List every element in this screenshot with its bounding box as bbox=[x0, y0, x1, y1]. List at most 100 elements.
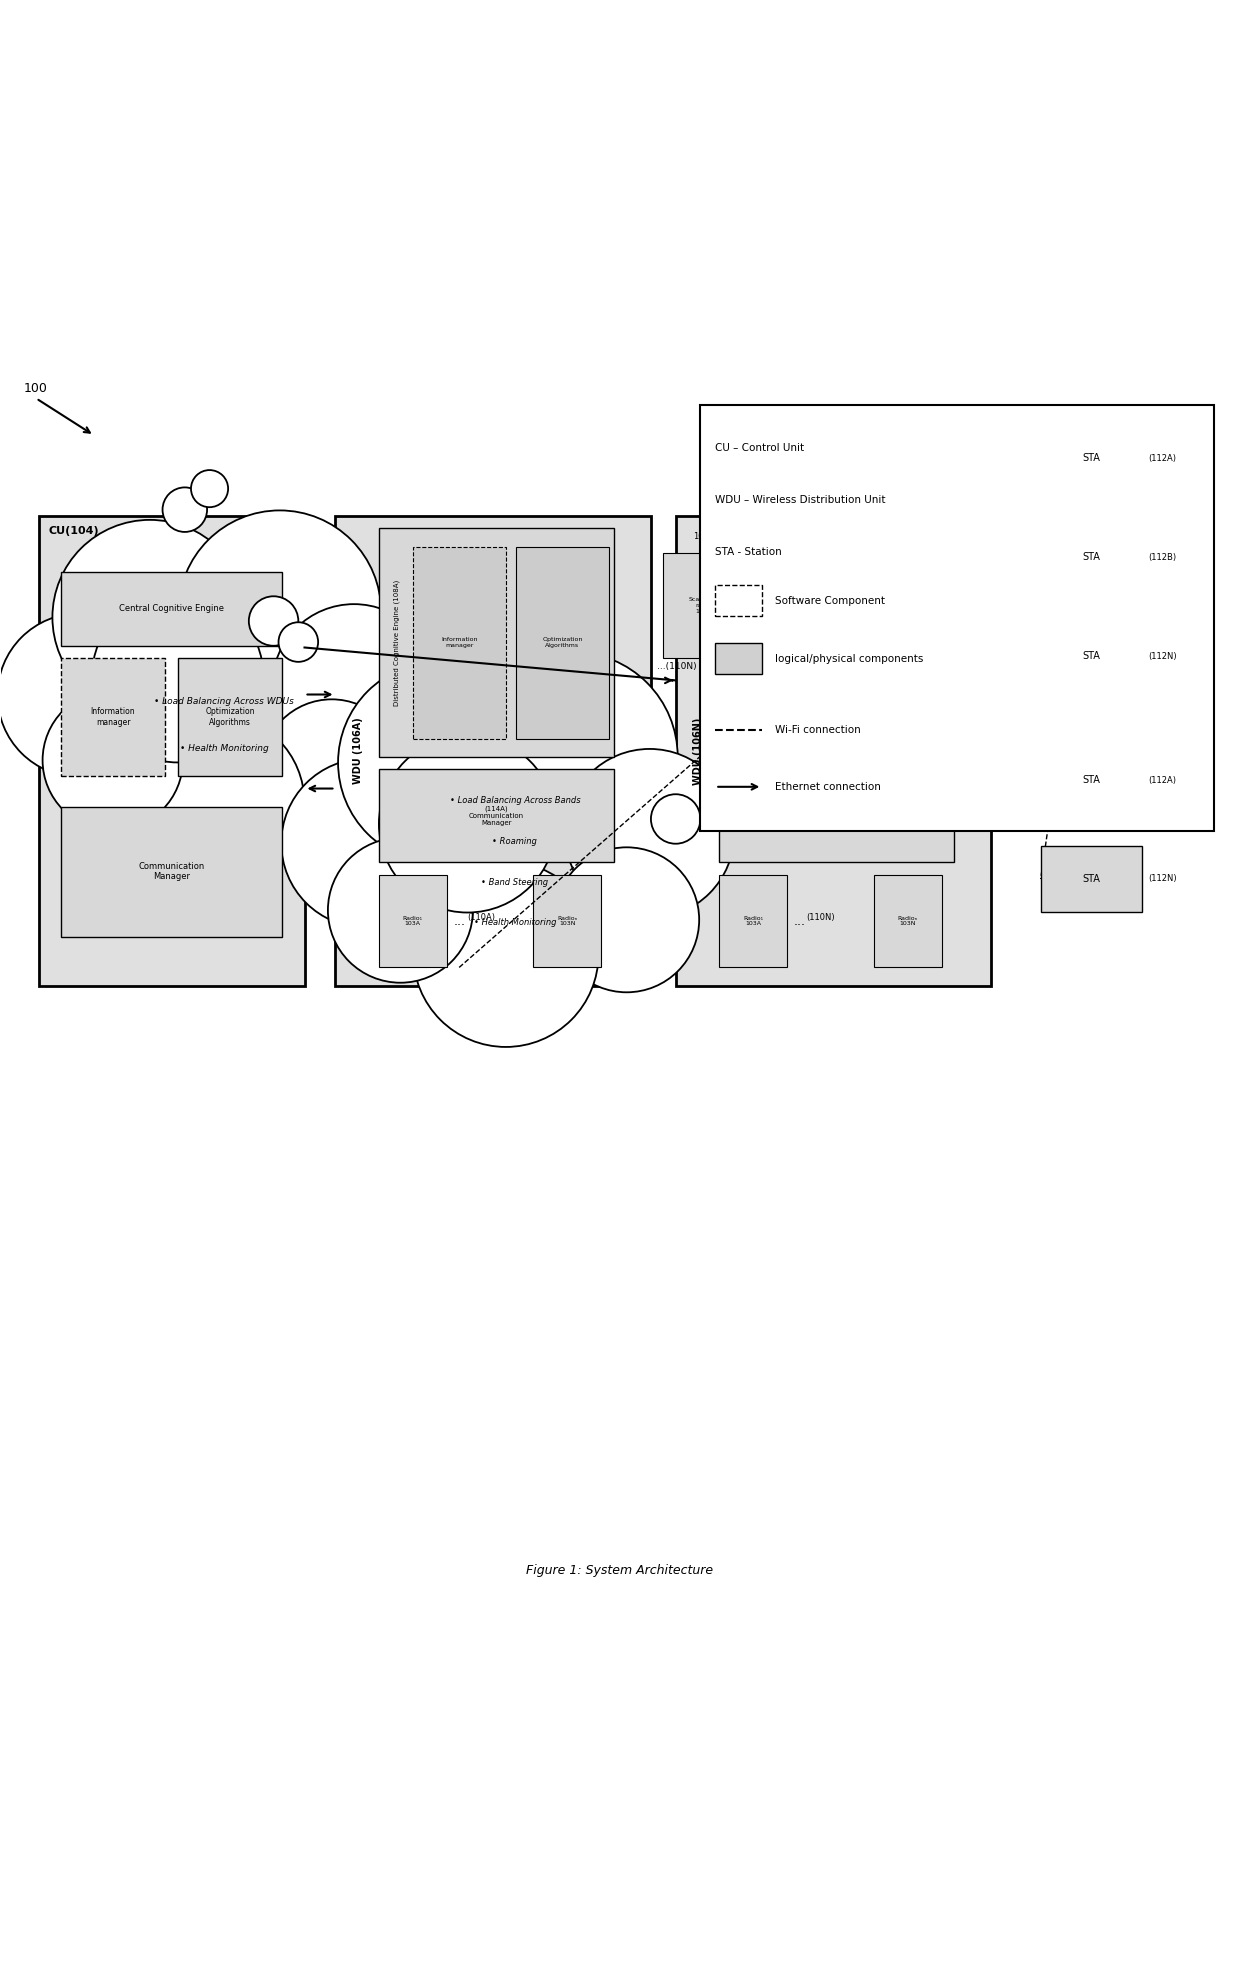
Text: Information
manager: Information manager bbox=[441, 637, 479, 649]
Text: CU(104): CU(104) bbox=[48, 527, 99, 536]
Circle shape bbox=[281, 759, 450, 927]
Text: (114A)
Communication
Manager: (114A) Communication Manager bbox=[469, 807, 523, 826]
Text: Figure 1: System Architecture: Figure 1: System Architecture bbox=[527, 1564, 713, 1578]
Circle shape bbox=[52, 521, 247, 714]
Text: (112A): (112A) bbox=[1148, 454, 1177, 463]
Circle shape bbox=[0, 613, 161, 777]
FancyBboxPatch shape bbox=[1040, 525, 1142, 590]
Circle shape bbox=[249, 596, 299, 645]
Text: logical/physical components: logical/physical components bbox=[775, 655, 923, 665]
FancyBboxPatch shape bbox=[715, 586, 763, 615]
Text: WDU (106A): WDU (106A) bbox=[352, 718, 363, 785]
Circle shape bbox=[379, 736, 556, 913]
Circle shape bbox=[339, 663, 539, 864]
Text: Distributed Cognitive Engine (108A): Distributed Cognitive Engine (108A) bbox=[393, 580, 401, 706]
Text: • Load Balancing Across WDUs: • Load Balancing Across WDUs bbox=[154, 696, 294, 706]
FancyBboxPatch shape bbox=[1040, 846, 1142, 911]
Text: Radioₙ
103N: Radioₙ 103N bbox=[557, 915, 578, 927]
Text: STA: STA bbox=[1083, 454, 1100, 463]
Text: • Band Steering: • Band Steering bbox=[481, 878, 548, 887]
Text: Radio₁
103A: Radio₁ 103A bbox=[743, 915, 763, 927]
Circle shape bbox=[554, 848, 699, 992]
Text: (114N)
Communication
Manager: (114N) Communication Manager bbox=[808, 807, 864, 826]
Text: STA: STA bbox=[1083, 552, 1100, 562]
Text: • Roaming: • Roaming bbox=[492, 836, 537, 846]
Text: (110A): (110A) bbox=[466, 913, 495, 923]
FancyBboxPatch shape bbox=[177, 659, 283, 775]
Text: WDU – Wireless Distribution Unit: WDU – Wireless Distribution Unit bbox=[715, 495, 885, 505]
Text: Information
manager: Information manager bbox=[781, 637, 818, 649]
Circle shape bbox=[179, 511, 381, 714]
FancyBboxPatch shape bbox=[378, 528, 614, 757]
Text: 102A: 102A bbox=[693, 532, 714, 540]
Text: Distributed Cognitive Engine (108N): Distributed Cognitive Engine (108N) bbox=[734, 580, 740, 706]
FancyBboxPatch shape bbox=[719, 876, 787, 968]
Circle shape bbox=[262, 700, 402, 840]
Text: STA: STA bbox=[1083, 874, 1100, 883]
FancyBboxPatch shape bbox=[663, 552, 744, 659]
Text: • Load Balancing Across Bands: • Load Balancing Across Bands bbox=[450, 797, 580, 805]
Circle shape bbox=[651, 795, 701, 844]
Text: Radio₁
103A: Radio₁ 103A bbox=[403, 915, 423, 927]
Text: Information
manager: Information manager bbox=[91, 708, 135, 726]
Text: 100: 100 bbox=[24, 383, 47, 394]
Text: • Health Monitoring: • Health Monitoring bbox=[180, 743, 269, 753]
FancyBboxPatch shape bbox=[857, 546, 949, 740]
Text: ...(110N): ...(110N) bbox=[657, 663, 697, 670]
Circle shape bbox=[279, 623, 319, 663]
Circle shape bbox=[565, 749, 734, 919]
FancyBboxPatch shape bbox=[719, 769, 954, 862]
Text: Radioₙ
103N: Radioₙ 103N bbox=[898, 915, 918, 927]
Circle shape bbox=[327, 838, 472, 982]
Text: WDU (106N): WDU (106N) bbox=[693, 718, 703, 785]
FancyBboxPatch shape bbox=[378, 769, 614, 862]
Text: Central Cognitive Engine: Central Cognitive Engine bbox=[119, 603, 224, 613]
FancyBboxPatch shape bbox=[1040, 426, 1142, 491]
FancyBboxPatch shape bbox=[516, 546, 609, 740]
FancyBboxPatch shape bbox=[336, 517, 651, 986]
Circle shape bbox=[413, 862, 599, 1047]
FancyBboxPatch shape bbox=[1040, 747, 1142, 812]
Circle shape bbox=[162, 487, 207, 532]
Text: (110N): (110N) bbox=[807, 913, 836, 923]
Text: CU – Control Unit: CU – Control Unit bbox=[715, 444, 805, 454]
Text: STA - Station: STA - Station bbox=[715, 546, 782, 556]
FancyBboxPatch shape bbox=[701, 404, 1214, 832]
Text: • Health Monitoring: • Health Monitoring bbox=[474, 919, 556, 927]
FancyBboxPatch shape bbox=[38, 517, 305, 986]
Text: 102N: 102N bbox=[1033, 532, 1055, 540]
FancyBboxPatch shape bbox=[874, 876, 941, 968]
Text: Scanning
radio
102A: Scanning radio 102A bbox=[689, 598, 718, 613]
FancyBboxPatch shape bbox=[61, 807, 283, 937]
Text: STA: STA bbox=[1083, 775, 1100, 785]
FancyBboxPatch shape bbox=[1003, 552, 1084, 659]
Text: Communication
Manager: Communication Manager bbox=[139, 862, 205, 881]
Text: ...: ... bbox=[453, 915, 465, 927]
FancyBboxPatch shape bbox=[1040, 623, 1142, 688]
Text: (112N): (112N) bbox=[1148, 874, 1177, 883]
FancyBboxPatch shape bbox=[533, 876, 601, 968]
FancyBboxPatch shape bbox=[676, 517, 991, 986]
FancyBboxPatch shape bbox=[719, 528, 954, 757]
Circle shape bbox=[808, 463, 858, 513]
FancyBboxPatch shape bbox=[378, 876, 446, 968]
FancyBboxPatch shape bbox=[715, 643, 763, 674]
Circle shape bbox=[42, 690, 182, 830]
Text: Software Component: Software Component bbox=[775, 596, 884, 605]
Text: Wi-Fi connection: Wi-Fi connection bbox=[775, 726, 861, 736]
FancyBboxPatch shape bbox=[413, 546, 506, 740]
Circle shape bbox=[191, 469, 228, 507]
Circle shape bbox=[469, 653, 678, 862]
Text: Scanning
radio
102N: Scanning radio 102N bbox=[1029, 598, 1058, 613]
FancyBboxPatch shape bbox=[61, 572, 283, 645]
Text: Optimization
Algorithms: Optimization Algorithms bbox=[542, 637, 583, 649]
Text: Optimization
Algorithms: Optimization Algorithms bbox=[883, 637, 923, 649]
FancyBboxPatch shape bbox=[754, 546, 847, 740]
FancyBboxPatch shape bbox=[61, 659, 165, 775]
Text: STA: STA bbox=[1083, 651, 1100, 661]
Text: (112N): (112N) bbox=[1148, 653, 1177, 661]
Text: ...: ... bbox=[794, 915, 806, 927]
Text: (112B): (112B) bbox=[1148, 552, 1177, 562]
Text: Ethernet connection: Ethernet connection bbox=[775, 781, 880, 793]
Text: (112A): (112A) bbox=[1148, 775, 1177, 785]
